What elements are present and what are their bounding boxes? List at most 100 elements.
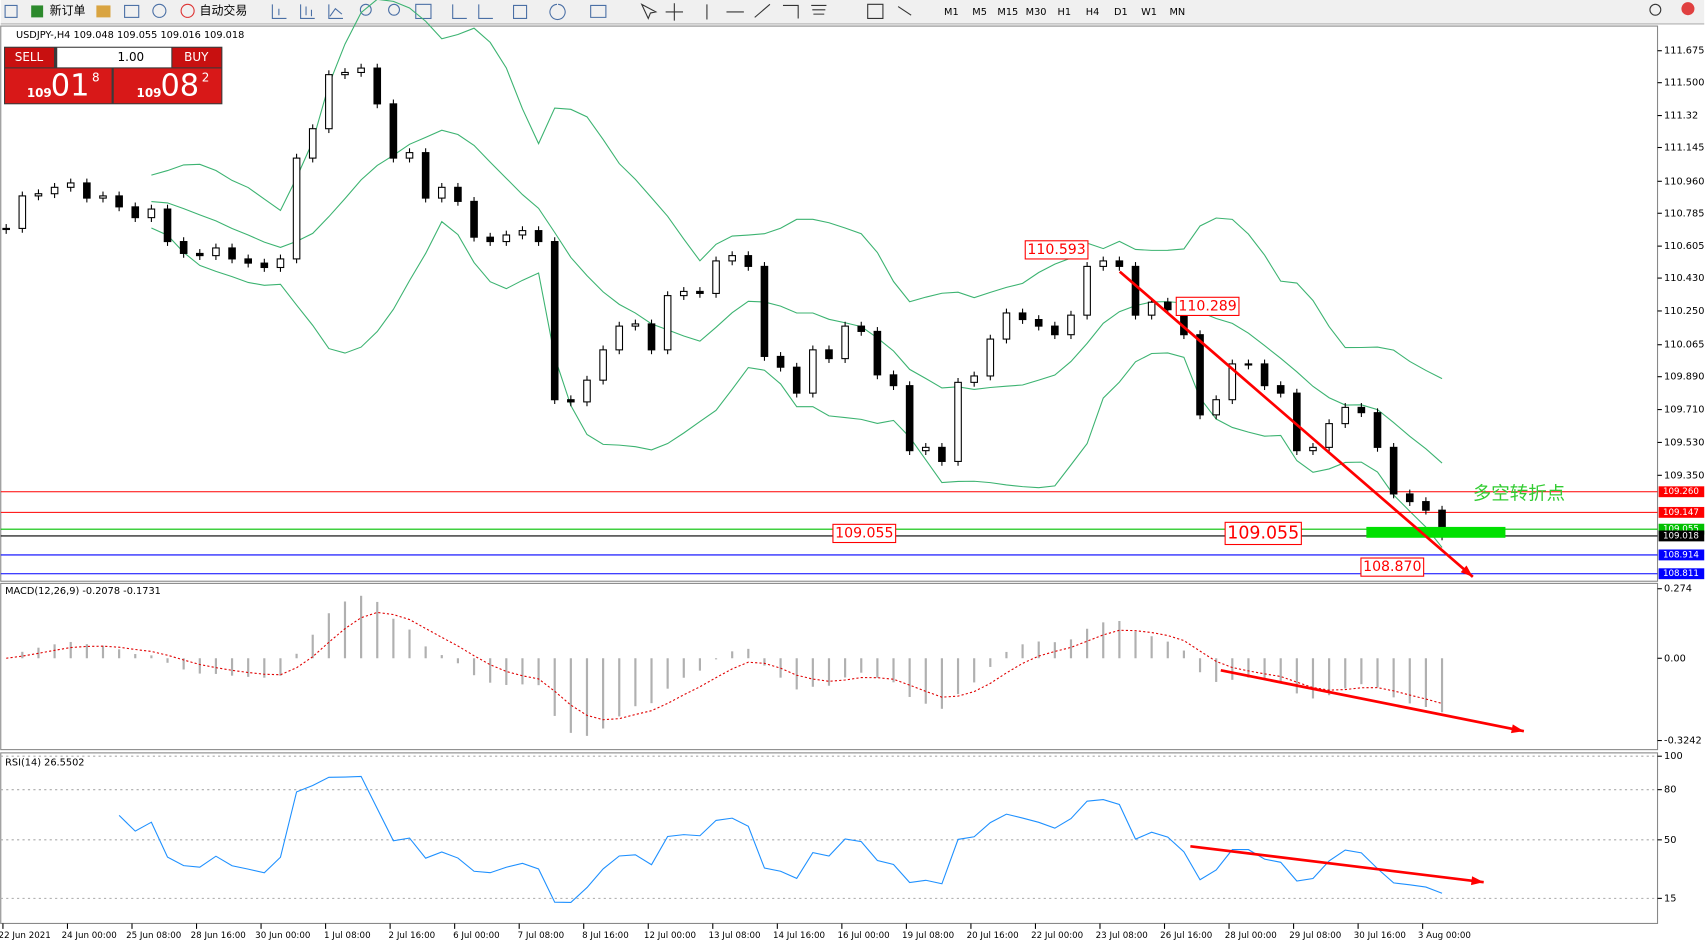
icon <box>271 4 343 20</box>
candle <box>1002 312 1011 340</box>
candle <box>99 195 107 199</box>
candle <box>1115 260 1124 267</box>
x-tick-label: 7 Jul 08:00 <box>518 931 565 941</box>
level-label-box <box>1658 549 1705 561</box>
icon <box>1649 3 1662 16</box>
candle <box>1357 406 1366 414</box>
bollinger-band <box>151 129 1443 464</box>
candle <box>83 182 91 199</box>
y-tick-label: 0.274 <box>1664 584 1692 595</box>
candle <box>1405 493 1414 503</box>
icon <box>1681 2 1695 16</box>
annotation: 109.055 <box>1227 523 1299 543</box>
candle <box>1034 318 1043 327</box>
x-tick-label: 20 Jul 16:00 <box>967 931 1019 941</box>
y-tick-label: 109.350 <box>1664 470 1704 481</box>
buy-button[interactable] <box>172 47 222 68</box>
sell-button[interactable] <box>5 47 54 68</box>
candle <box>921 446 930 452</box>
candle <box>1228 363 1237 401</box>
toolbar <box>0 0 1705 24</box>
candle <box>550 241 559 401</box>
candle <box>905 385 914 452</box>
candle <box>938 446 946 462</box>
candle <box>195 252 204 257</box>
icon <box>152 3 167 18</box>
candle <box>34 193 43 197</box>
x-tick-label: 16 Jul 00:00 <box>838 931 890 941</box>
icon <box>640 3 912 21</box>
y-tick-label: 110.960 <box>1664 176 1704 187</box>
candle <box>50 186 59 195</box>
x-tick-label: 30 Jul 16:00 <box>1354 931 1406 941</box>
buy-price-box[interactable] <box>113 68 222 104</box>
y-tick-label: -0.3242 <box>1664 736 1702 747</box>
icon <box>415 3 432 20</box>
y-tick-label: 0.00 <box>1664 653 1686 664</box>
candle <box>147 208 156 219</box>
candle <box>518 230 527 236</box>
candle <box>792 366 801 394</box>
candle <box>1341 406 1350 425</box>
y-tick-label: 110.065 <box>1664 340 1704 351</box>
macd-label: MACD(12,26,9) -0.2078 -0.1731 <box>5 586 161 597</box>
trend-arrow <box>1118 270 1474 578</box>
y-tick-label: 109.710 <box>1664 405 1704 416</box>
candle <box>373 67 382 105</box>
annotation: 110.289 <box>1178 298 1236 314</box>
icon <box>359 3 372 16</box>
x-tick-label: 6 Jul 00:00 <box>453 931 500 941</box>
candle <box>1276 385 1285 394</box>
buy-price-small: 2 <box>202 71 210 85</box>
arrow-head <box>1471 876 1484 886</box>
candle <box>1147 301 1156 316</box>
candle <box>1212 399 1220 416</box>
y-tick-label: 110.430 <box>1664 273 1704 284</box>
level-label-box <box>1658 506 1705 518</box>
icon <box>124 4 140 18</box>
candle <box>696 290 704 294</box>
candle <box>502 234 511 243</box>
candle <box>405 152 414 159</box>
candle <box>357 67 365 74</box>
candle <box>728 255 736 262</box>
level-label: 109.018 <box>1663 531 1699 541</box>
timeframe-button: W1 <box>1141 7 1157 18</box>
sell-price-big: 109 <box>27 86 52 100</box>
level-label-box <box>1658 530 1705 542</box>
candle <box>1018 312 1027 321</box>
candle <box>437 186 446 199</box>
candle <box>1325 423 1333 448</box>
candle <box>212 247 220 257</box>
trend-arrow <box>1220 668 1525 733</box>
x-tick-label: 29 Jul 08:00 <box>1289 931 1341 941</box>
icon <box>96 5 111 18</box>
candle <box>712 260 720 294</box>
icon <box>388 3 401 16</box>
main-panel <box>0 25 1659 582</box>
candle <box>1131 265 1140 316</box>
candle <box>421 152 430 199</box>
toolbar-button[interactable]: 自动交易 <box>200 2 248 17</box>
annotation-box <box>1024 240 1089 260</box>
candle <box>486 236 494 243</box>
candle <box>663 295 672 351</box>
candle <box>1260 363 1269 387</box>
candle <box>857 325 866 332</box>
y-tick-label: 111.500 <box>1664 78 1704 89</box>
trade-panel: SELL BUY 1.00 109 01 8 109 08 2 <box>4 46 223 105</box>
icon <box>31 5 44 18</box>
y-tick-label: 111.32 <box>1664 111 1698 122</box>
y-tick-label: 50 <box>1664 835 1676 846</box>
lot-field[interactable] <box>57 47 172 68</box>
level-label-box <box>1658 523 1705 535</box>
candle <box>1196 334 1204 416</box>
sell-label: SELL <box>15 50 44 64</box>
y-tick-label: 100 <box>1664 751 1683 762</box>
level-label: 108.914 <box>1663 550 1699 560</box>
candle <box>1163 301 1172 311</box>
timeframe-button: MN <box>1169 7 1185 18</box>
toolbar-button[interactable]: 新订单 <box>50 2 86 17</box>
sell-price-box[interactable] <box>5 68 112 104</box>
